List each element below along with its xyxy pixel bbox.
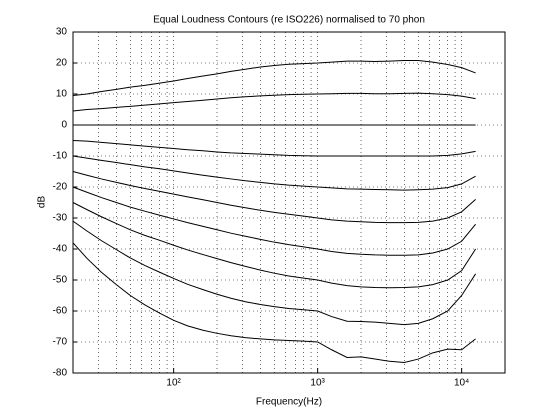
y-axis-label: dB [37, 196, 48, 209]
y-tick-label: 20 [56, 58, 68, 69]
contour-line [72, 155, 476, 191]
y-tick-label: -50 [53, 275, 68, 286]
y-tick-label: -10 [53, 151, 68, 162]
x-tick-label: 10³ [310, 378, 325, 389]
contour-line [72, 220, 477, 326]
contour-line [72, 92, 476, 112]
contour-line [72, 242, 476, 363]
plot-frame [72, 31, 506, 374]
contour-line [72, 171, 476, 224]
chart-title: Equal Loudness Contours (re ISO226) norm… [153, 15, 425, 26]
y-tick-label: -20 [53, 182, 68, 193]
x-tick-label: 10⁴ [454, 378, 469, 389]
y-tick-label: 10 [56, 89, 68, 100]
y-tick-label: -40 [53, 244, 68, 255]
x-tick-label: 10² [166, 378, 181, 389]
contour-line [72, 140, 476, 157]
y-tick-label: 30 [56, 27, 68, 38]
y-tick-label: 0 [61, 120, 67, 131]
y-tick-label: -30 [53, 213, 68, 224]
contour-line [72, 186, 476, 256]
contour-line [72, 60, 476, 97]
y-tick-label: -60 [53, 306, 68, 317]
y-tick-label: -80 [53, 368, 68, 379]
x-axis-label: Frequency(Hz) [256, 397, 322, 408]
y-tick-label: -70 [53, 337, 68, 348]
contour-line [72, 202, 477, 289]
